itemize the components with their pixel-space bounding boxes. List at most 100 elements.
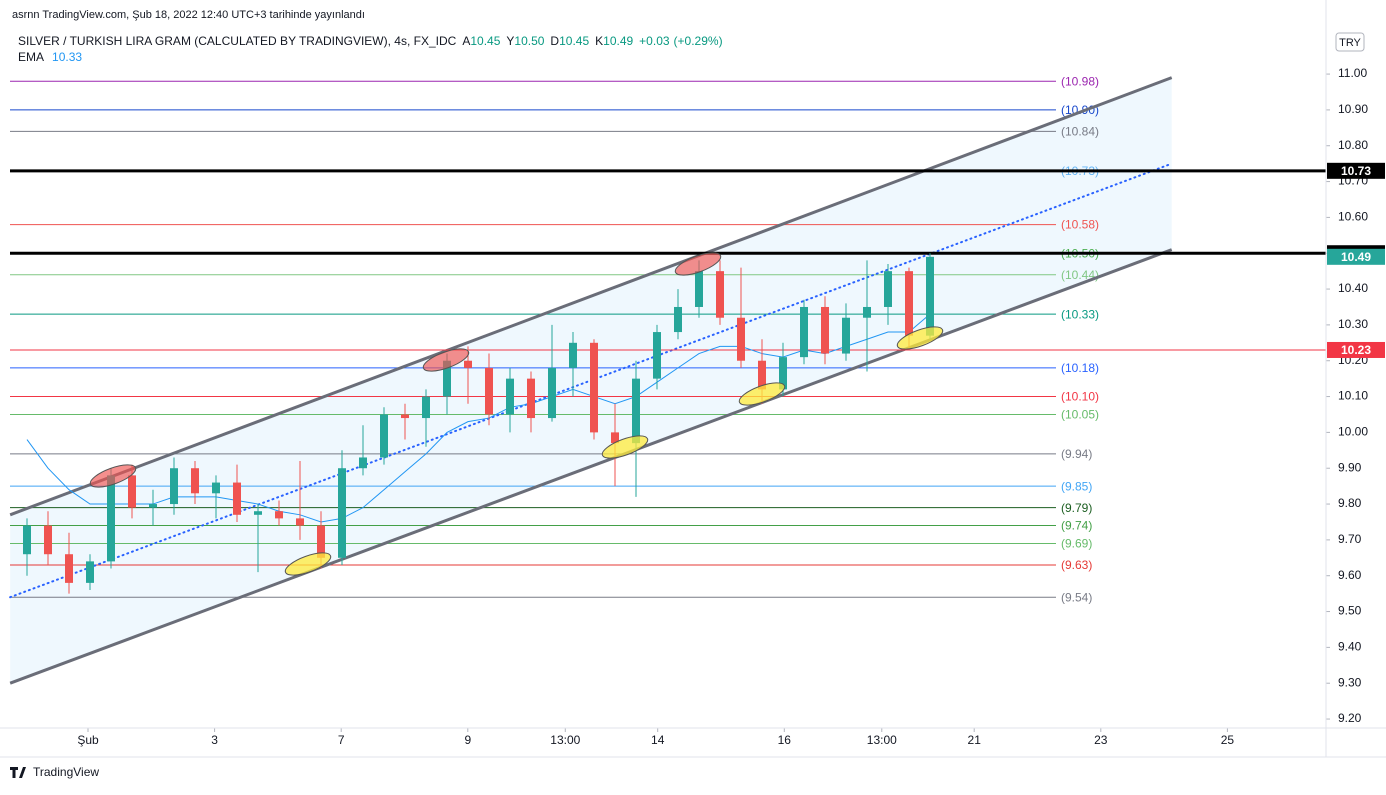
- candle-body: [23, 525, 31, 555]
- y-tick-label: 10.90: [1338, 102, 1368, 116]
- candle-body: [590, 342, 598, 433]
- candle-body: [821, 306, 829, 354]
- candle-body: [884, 271, 892, 307]
- y-tick-label: 9.30: [1338, 675, 1362, 689]
- ema-name: EMA: [18, 50, 44, 64]
- candle-body: [485, 367, 493, 415]
- price-badge-label: 10.73: [1341, 164, 1371, 178]
- ohlc-name: A: [462, 34, 470, 48]
- y-tick-label: 9.80: [1338, 496, 1362, 510]
- logo-icon: [10, 767, 26, 778]
- y-tick-label: 10.00: [1338, 425, 1368, 439]
- highlight: [674, 252, 722, 276]
- last-price-badge: [1327, 248, 1385, 265]
- ohlc-name: D: [550, 34, 559, 48]
- ohlc-value: 10.45: [559, 34, 589, 48]
- level-label: (9.94): [1061, 447, 1092, 461]
- candle-body: [443, 360, 451, 397]
- level-label: (10.58): [1061, 218, 1099, 232]
- candle-body: [212, 482, 220, 494]
- level-label: (10.18): [1061, 361, 1099, 375]
- candle-body: [170, 468, 178, 505]
- candle-body: [275, 511, 283, 519]
- candle-body: [926, 256, 934, 336]
- candle-body: [737, 317, 745, 361]
- candle-body: [779, 357, 787, 390]
- top-layer: 9.20 9.30 9.40 9.50 9.60 9.70 9.80 9.90 10.00 10.…: [77, 66, 1385, 747]
- level-label: (10.10): [1061, 390, 1099, 404]
- level-label: (10.90): [1061, 103, 1099, 117]
- highlight: [89, 464, 137, 488]
- candle-body: [254, 511, 262, 515]
- highlight: [738, 382, 786, 406]
- channel-line: [9, 76, 1173, 517]
- ema-value: 10.33: [52, 50, 82, 64]
- price-badge: [1327, 341, 1385, 358]
- level-label: (9.79): [1061, 501, 1092, 515]
- candle-body: [800, 306, 808, 358]
- candle-body: [128, 475, 136, 508]
- y-tick-label: 10.10: [1338, 389, 1368, 403]
- price-badge: [1327, 162, 1385, 179]
- legend-line: SILVER / TURKISH LIRA GRAM (CALCULATED B…: [18, 34, 723, 48]
- x-tick-label: 13:00: [867, 733, 897, 747]
- candle-body: [905, 271, 913, 336]
- x-tick-label: 16: [778, 733, 792, 747]
- x-tick-label: 23: [1094, 733, 1108, 747]
- candle-body: [233, 482, 241, 515]
- price-badge-label: 10.23: [1341, 343, 1371, 357]
- candle-body: [632, 378, 640, 444]
- y-tick-label: 9.90: [1338, 460, 1362, 474]
- y-tick-label: 10.40: [1338, 281, 1368, 295]
- highlight: [601, 435, 649, 459]
- level-label: (10.98): [1061, 74, 1099, 88]
- candle-body: [695, 271, 703, 307]
- ohlc-name: Y: [506, 34, 514, 48]
- symbol: SILVER / TURKISH LIRA GRAM (CALCULATED B…: [18, 34, 457, 48]
- publish-note: asrnn TradingView.com, Şub 18, 2022 12:4…: [12, 9, 365, 21]
- candle-body: [863, 306, 871, 318]
- x-tick-label: 7: [338, 733, 345, 747]
- x-tick-label: 14: [651, 733, 665, 747]
- main-layer: [9, 76, 1326, 685]
- candle-body: [191, 468, 199, 494]
- candle-body: [758, 360, 766, 390]
- highlight: [422, 348, 470, 372]
- level-label: (10.84): [1061, 125, 1099, 139]
- highlight: [896, 326, 944, 350]
- candle-body: [380, 414, 388, 458]
- y-tick-label: 10.30: [1338, 317, 1368, 331]
- y-tick-label: 10.60: [1338, 210, 1368, 224]
- level-label: (10.05): [1061, 408, 1099, 422]
- level-label: (9.74): [1061, 519, 1092, 533]
- ohlc-name: K: [595, 34, 603, 48]
- candle-body: [674, 306, 682, 333]
- level-label: (9.69): [1061, 537, 1092, 551]
- level-label: (10.44): [1061, 268, 1099, 282]
- y-tick-label: 11.00: [1338, 66, 1367, 80]
- candle-body: [527, 378, 535, 419]
- level-label: (9.85): [1061, 479, 1092, 493]
- y-tick-label: 9.50: [1338, 604, 1362, 618]
- y-tick-label: 10.80: [1338, 138, 1368, 152]
- candle-body: [548, 367, 556, 419]
- candle-body: [359, 457, 367, 469]
- candle-body: [338, 468, 346, 558]
- channel-line: [9, 248, 1173, 685]
- candle-body: [842, 317, 850, 354]
- y-tick-label: 9.20: [1338, 711, 1362, 725]
- candle-body: [107, 475, 115, 562]
- currency-box[interactable]: [1335, 32, 1365, 52]
- x-tick-label: 13:00: [550, 733, 580, 747]
- level-label: (10.33): [1061, 307, 1099, 321]
- candle-body: [506, 378, 514, 415]
- currency[interactable]: TRY: [1339, 37, 1361, 49]
- y-tick-label: 9.40: [1338, 640, 1362, 654]
- ohlc-value: 10.50: [514, 34, 544, 48]
- ema-legend: EMA 10.33: [18, 50, 82, 64]
- footer-text: TradingView: [33, 765, 99, 779]
- change-pct: (+0.29%): [674, 34, 723, 48]
- x-tick-label: 21: [968, 733, 982, 747]
- candle-body: [296, 518, 304, 526]
